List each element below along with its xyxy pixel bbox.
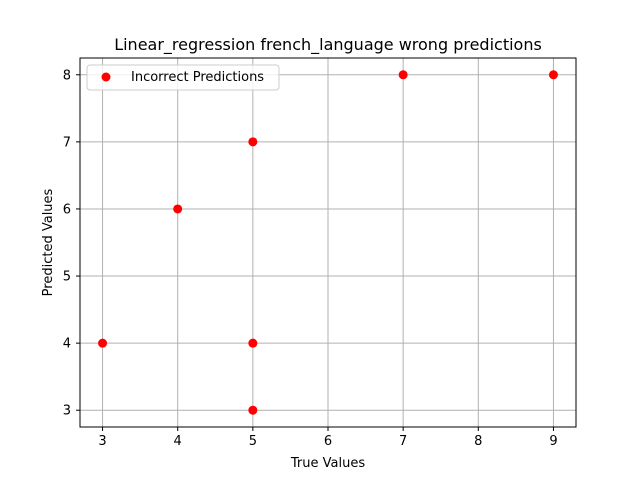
- x-tick-label: 6: [324, 434, 332, 449]
- y-tick-label: 3: [63, 404, 71, 419]
- x-tick-label: 9: [549, 434, 557, 449]
- x-tick-label: 4: [174, 434, 182, 449]
- x-tick-label: 7: [399, 434, 407, 449]
- data-point: [248, 338, 258, 348]
- data-point: [548, 70, 558, 80]
- grid-lines: [80, 58, 576, 427]
- axis-ticks: 3 4 5 6 7 8 9 3 4 5 6 7 8: [63, 68, 558, 449]
- y-axis-label: Predicted Values: [41, 188, 56, 296]
- data-points: [98, 70, 558, 415]
- data-point: [98, 338, 108, 348]
- chart-title: Linear_regression french_language wrong …: [114, 35, 542, 55]
- legend-label: Incorrect Predictions: [131, 70, 264, 85]
- x-tick-label: 8: [474, 434, 482, 449]
- axes-frame: [79, 57, 577, 428]
- x-tick-label: 3: [98, 434, 106, 449]
- y-tick-label: 6: [63, 202, 71, 217]
- data-point: [173, 204, 183, 214]
- y-tick-label: 7: [63, 135, 71, 150]
- data-point: [248, 405, 258, 415]
- data-point: [248, 137, 258, 147]
- x-axis-label: True Values: [290, 456, 365, 471]
- y-tick-label: 5: [63, 270, 71, 285]
- chart-legend: Incorrect Predictions: [86, 64, 280, 91]
- y-tick-label: 4: [63, 337, 71, 352]
- data-point: [398, 70, 408, 80]
- legend-box: [86, 64, 280, 91]
- y-tick-label: 8: [63, 68, 71, 83]
- legend-marker: [101, 72, 111, 82]
- x-tick-label: 5: [249, 434, 257, 449]
